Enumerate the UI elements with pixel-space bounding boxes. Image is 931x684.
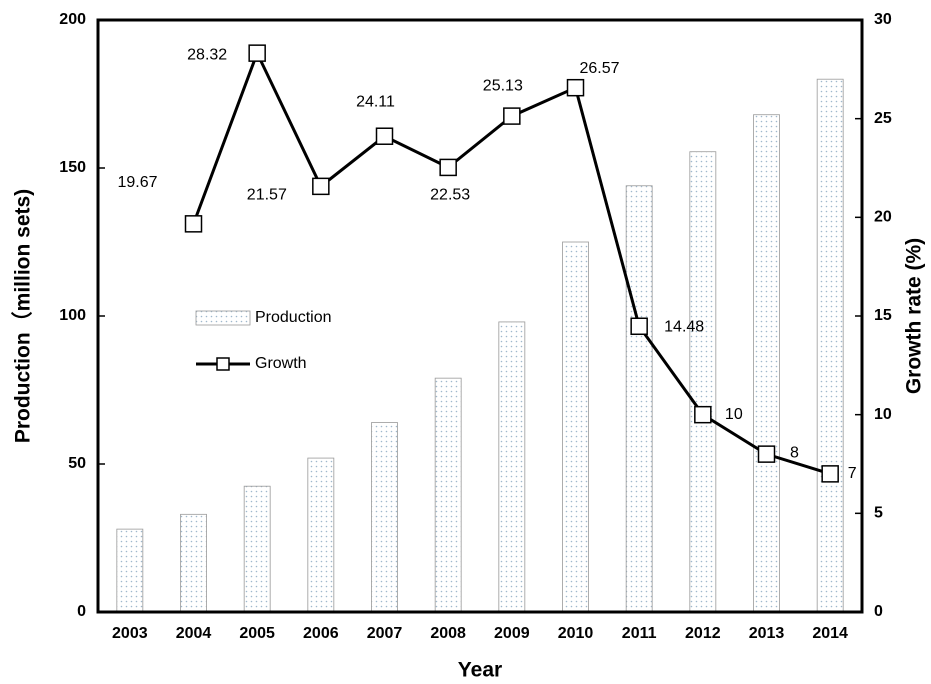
x-tick-label: 2011 — [622, 625, 657, 642]
y-tick-label: 0 — [77, 603, 86, 620]
legend-label: Production — [255, 309, 332, 326]
data-label: 21.57 — [247, 187, 287, 204]
x-tick-label: 2010 — [558, 625, 594, 642]
x-tick-label: 2005 — [239, 625, 275, 642]
x-tick-label: 2004 — [176, 625, 212, 642]
bar — [498, 321, 526, 613]
bar — [816, 78, 844, 613]
data-label: 24.11 — [356, 93, 395, 110]
y-axis-title: Production（million sets) — [11, 189, 35, 443]
bar — [625, 185, 653, 613]
y2-tick-label: 10 — [874, 406, 892, 423]
y2-tick-label: 30 — [874, 11, 892, 28]
growth-marker — [694, 405, 712, 424]
data-label: 19.67 — [117, 174, 157, 191]
bar — [116, 528, 144, 613]
bar — [434, 377, 462, 613]
growth-marker — [184, 215, 203, 233]
y-tick-label: 200 — [59, 11, 86, 28]
growth-marker — [375, 127, 394, 145]
growth-marker — [566, 78, 585, 97]
bar — [753, 114, 780, 613]
y2-tick-label: 20 — [874, 209, 892, 226]
data-label: 7 — [848, 465, 857, 482]
bar — [562, 241, 589, 613]
data-label: 14.48 — [664, 318, 704, 335]
y-tick-label: 50 — [68, 455, 86, 472]
x-tick-label: 2008 — [430, 625, 466, 642]
data-label: 10 — [725, 406, 743, 423]
x-axis-title: Year — [458, 659, 502, 682]
bar — [180, 513, 207, 613]
growth-marker — [757, 445, 776, 463]
data-label: 25.13 — [483, 77, 523, 94]
growth-marker — [503, 107, 521, 125]
legend-label: Growth — [255, 355, 307, 372]
bar — [243, 485, 271, 613]
y-tick-label: 150 — [59, 159, 86, 176]
bar — [689, 151, 717, 613]
data-label: 8 — [790, 444, 799, 461]
growth-marker — [312, 177, 330, 196]
x-tick-label: 2009 — [494, 625, 530, 642]
data-label: 22.53 — [430, 187, 470, 204]
y2-axis-title: Growth rate (%) — [903, 238, 926, 394]
x-tick-label: 2006 — [303, 625, 339, 642]
bar — [371, 422, 398, 613]
legend-swatch — [195, 310, 251, 326]
y2-tick-label: 15 — [874, 307, 892, 324]
growth-marker — [630, 317, 648, 336]
y2-tick-label: 0 — [874, 603, 883, 620]
plot-frame — [96, 18, 864, 614]
x-tick-label: 2014 — [812, 625, 848, 642]
data-label: 28.32 — [187, 46, 227, 63]
growth-marker — [821, 465, 839, 483]
growth-marker — [439, 158, 457, 177]
legend-marker — [216, 357, 230, 371]
x-tick-label: 2003 — [112, 625, 148, 642]
x-tick-label: 2007 — [367, 625, 403, 642]
data-label: 26.57 — [579, 60, 619, 77]
bar — [307, 457, 335, 613]
y2-tick-label: 5 — [874, 505, 883, 522]
y2-tick-label: 25 — [874, 110, 892, 127]
x-tick-label: 2013 — [749, 625, 785, 642]
y-tick-label: 100 — [59, 307, 86, 324]
x-tick-label: 2012 — [685, 625, 721, 642]
growth-marker — [248, 44, 266, 62]
